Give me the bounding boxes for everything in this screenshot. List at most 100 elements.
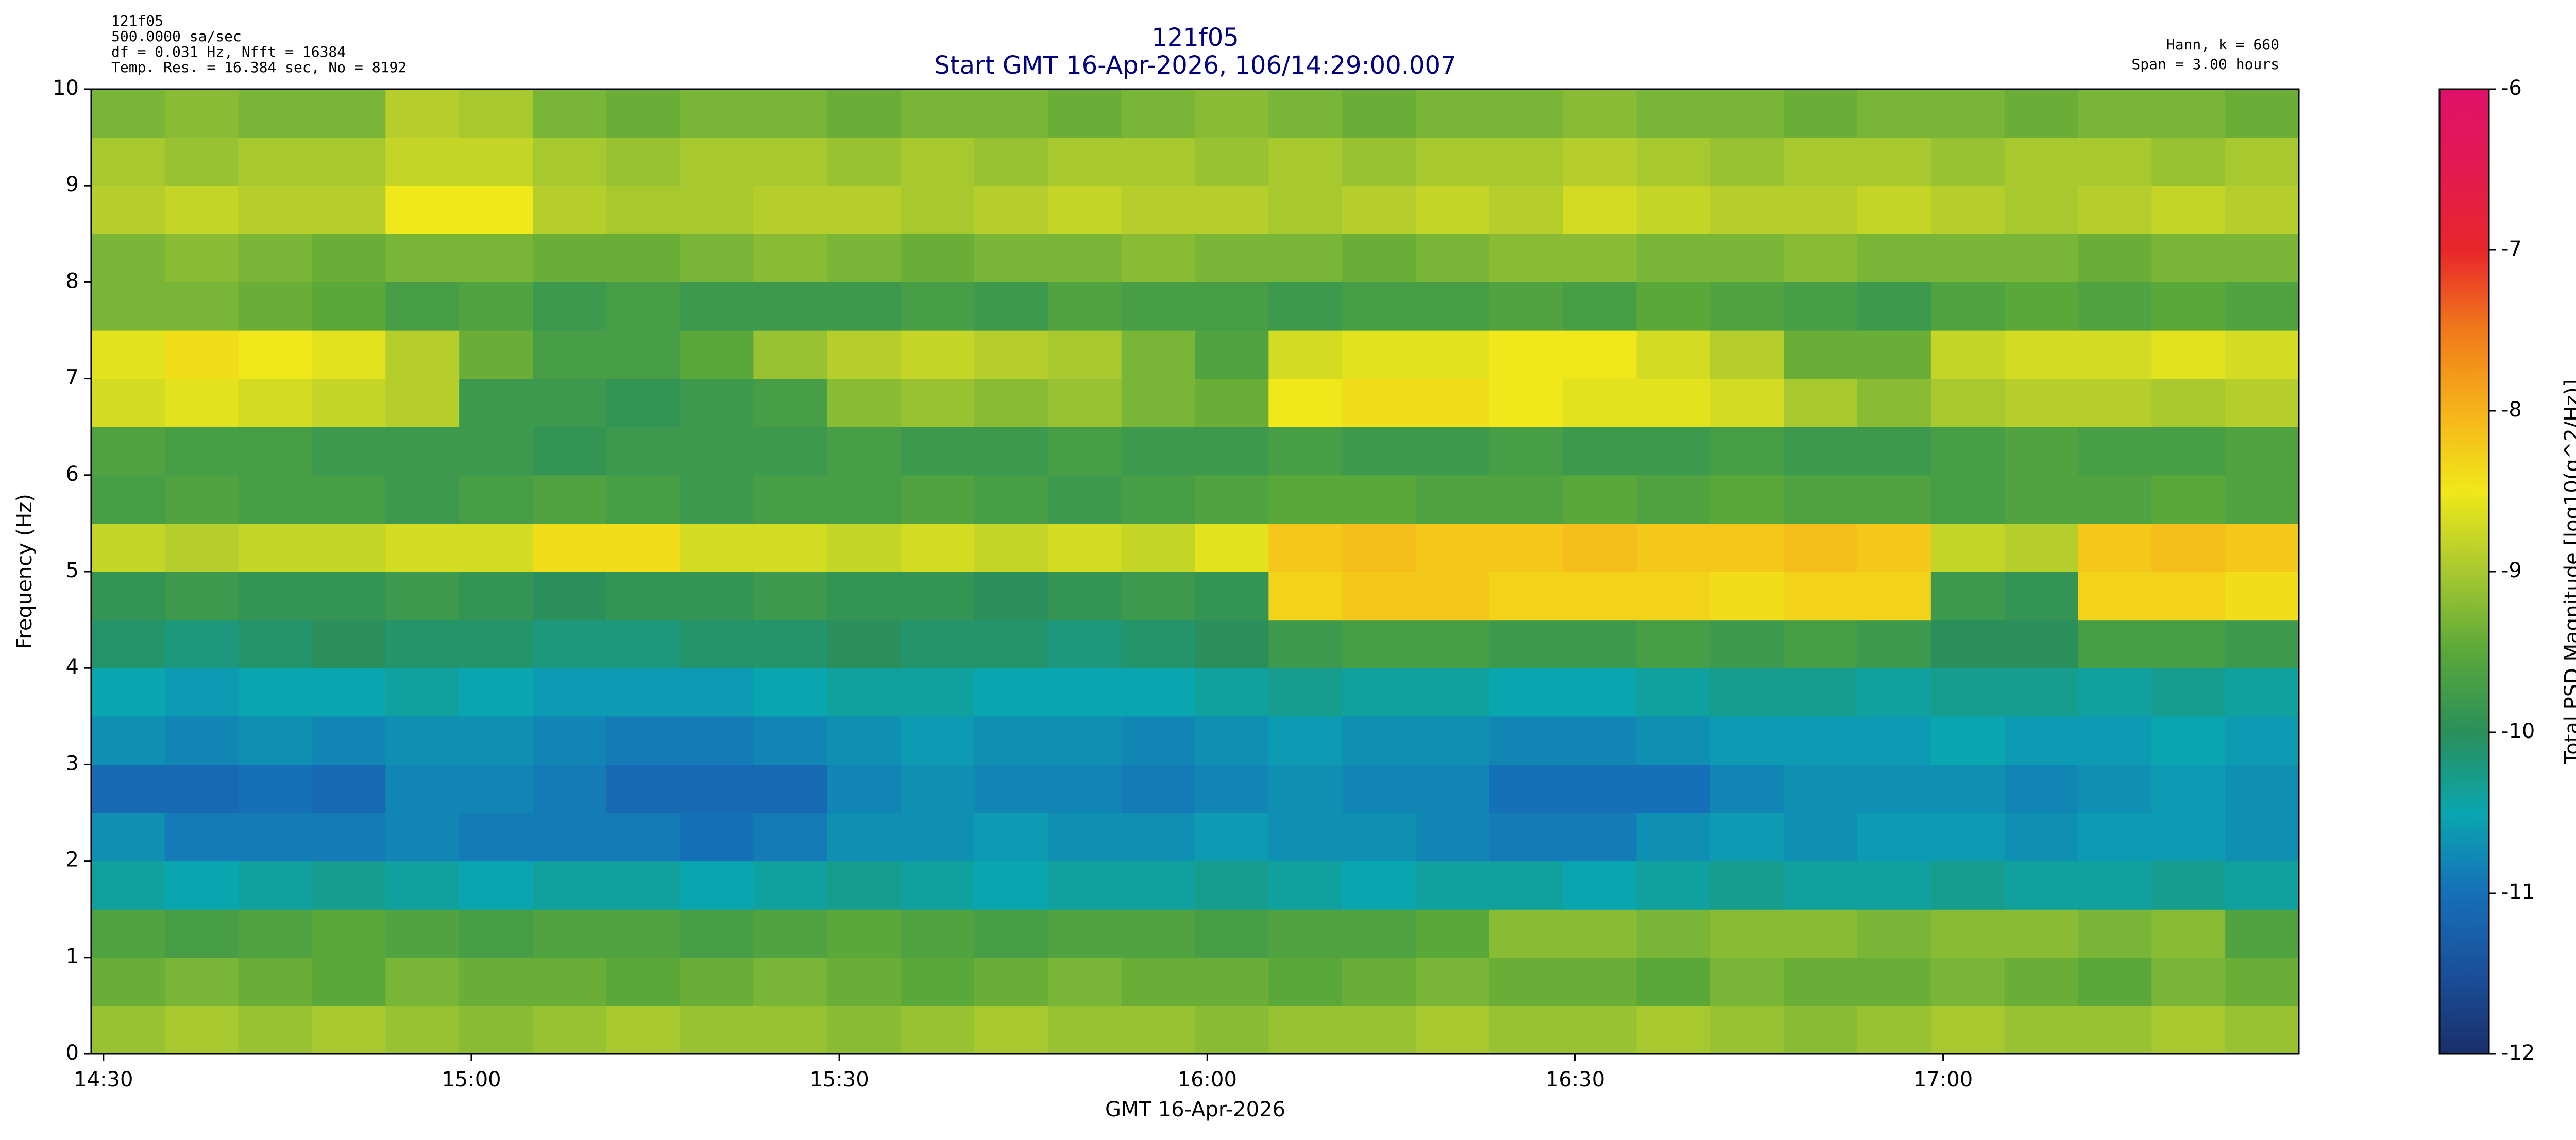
heatmap-cell	[606, 957, 681, 1006]
heatmap-cell	[606, 861, 681, 910]
heatmap-cell	[901, 1005, 975, 1054]
heatmap-cell	[91, 764, 165, 813]
heatmap-cell	[164, 813, 239, 862]
heatmap-cell	[1195, 861, 1269, 910]
heatmap-cell	[1930, 764, 2005, 813]
heatmap-cell	[1121, 909, 1196, 958]
heatmap-cell	[312, 861, 386, 910]
heatmap-cell	[164, 1005, 239, 1054]
heatmap-cell	[2225, 861, 2299, 910]
heatmap-cell	[2004, 378, 2079, 427]
heatmap-cell	[238, 427, 313, 476]
heatmap-cell	[238, 282, 313, 331]
heatmap-cell	[1268, 668, 1343, 717]
heatmap-cell	[1342, 186, 1416, 234]
heatmap-cell	[1784, 233, 1858, 282]
heatmap-cell	[753, 186, 827, 234]
heatmap-cell	[1563, 813, 1637, 862]
heatmap-cell	[1342, 137, 1416, 186]
colorbar-label: Total PSD Magnitude [log10(g^2/Hz)]	[2561, 379, 2576, 765]
heatmap-cell	[606, 137, 681, 186]
heatmap-cell	[753, 378, 827, 427]
heatmap-cell	[2078, 427, 2152, 476]
heatmap-cell	[2151, 572, 2226, 621]
heatmap-cell	[1268, 282, 1343, 331]
heatmap-cell	[2078, 282, 2152, 331]
heatmap-cell	[91, 909, 165, 958]
heatmap-cell	[1121, 764, 1196, 813]
heatmap-cell	[385, 330, 460, 379]
heatmap-cell	[680, 813, 754, 862]
heatmap-cell	[1930, 619, 2005, 668]
heatmap-cell	[312, 572, 386, 621]
heatmap-cell	[2151, 909, 2226, 958]
heatmap-cell	[1489, 668, 1564, 717]
heatmap-cell	[1563, 330, 1637, 379]
heatmap-cell	[2078, 89, 2152, 138]
heatmap-cell	[901, 330, 975, 379]
heatmap-cell	[164, 957, 239, 1006]
heatmap-cell	[680, 89, 754, 138]
heatmap-cell	[753, 89, 827, 138]
heatmap-cell	[1636, 957, 1710, 1006]
y-tick-label: 3	[66, 751, 79, 775]
heatmap-cell	[606, 233, 681, 282]
heatmap-cell	[1563, 427, 1637, 476]
heatmap-cell	[91, 523, 165, 572]
heatmap-cell	[385, 475, 460, 524]
heatmap-cell	[2078, 475, 2152, 524]
heatmap-cell	[1563, 957, 1637, 1006]
heatmap-cell	[1121, 137, 1196, 186]
heatmap-cell	[2225, 957, 2299, 1006]
heatmap-cell	[1195, 378, 1269, 427]
heatmap-cell	[1857, 572, 1931, 621]
heatmap-cell	[680, 282, 754, 331]
heatmap-cell	[1710, 668, 1784, 717]
heatmap-cell	[1784, 861, 1858, 910]
heatmap-cell	[164, 427, 239, 476]
heatmap-cell	[1784, 523, 1858, 572]
heatmap-cell	[1930, 861, 2005, 910]
heatmap-cell	[385, 186, 460, 234]
heatmap-cell	[1489, 89, 1564, 138]
heatmap-cell	[312, 523, 386, 572]
heatmap-cell	[1784, 1005, 1858, 1054]
heatmap-cell	[1857, 861, 1931, 910]
heatmap-cell	[1636, 668, 1710, 717]
heatmap-cell	[312, 282, 386, 331]
heatmap-cell	[974, 1005, 1048, 1054]
heatmap-cell	[2225, 716, 2299, 765]
heatmap-cell	[2004, 572, 2079, 621]
heatmap-cell	[1416, 1005, 1490, 1054]
heatmap-cell	[238, 523, 313, 572]
heatmap-cell	[2004, 1005, 2079, 1054]
heatmap-cell	[533, 427, 607, 476]
heatmap-cell	[1930, 1005, 2005, 1054]
heatmap-cell	[2078, 378, 2152, 427]
heatmap-cell	[385, 668, 460, 717]
heatmap-cell	[459, 957, 533, 1006]
heatmap-cell	[312, 137, 386, 186]
heatmap-cell	[1195, 716, 1269, 765]
heatmap-cell	[606, 1005, 681, 1054]
heatmap-cell	[1268, 957, 1343, 1006]
heatmap-cell	[1342, 861, 1416, 910]
heatmap-cell	[164, 137, 239, 186]
heatmap-cell	[1489, 716, 1564, 765]
x-tick-label: 14:30	[74, 1068, 133, 1092]
heatmap-cell	[1047, 137, 1122, 186]
heatmap-cell	[1636, 137, 1710, 186]
heatmap-cell	[901, 572, 975, 621]
heatmap-cell	[1563, 619, 1637, 668]
heatmap-cell	[1416, 716, 1490, 765]
heatmap-cell	[1710, 1005, 1784, 1054]
heatmap-cell	[533, 89, 607, 138]
heatmap-cell	[2151, 619, 2226, 668]
heatmap-cell	[2004, 330, 2079, 379]
heatmap-cell	[1636, 1005, 1710, 1054]
heatmap-cell	[533, 861, 607, 910]
heatmap-cell	[1857, 909, 1931, 958]
heatmap-cell	[2004, 233, 2079, 282]
heatmap-cell	[1489, 233, 1564, 282]
heatmap-cell	[2004, 137, 2079, 186]
